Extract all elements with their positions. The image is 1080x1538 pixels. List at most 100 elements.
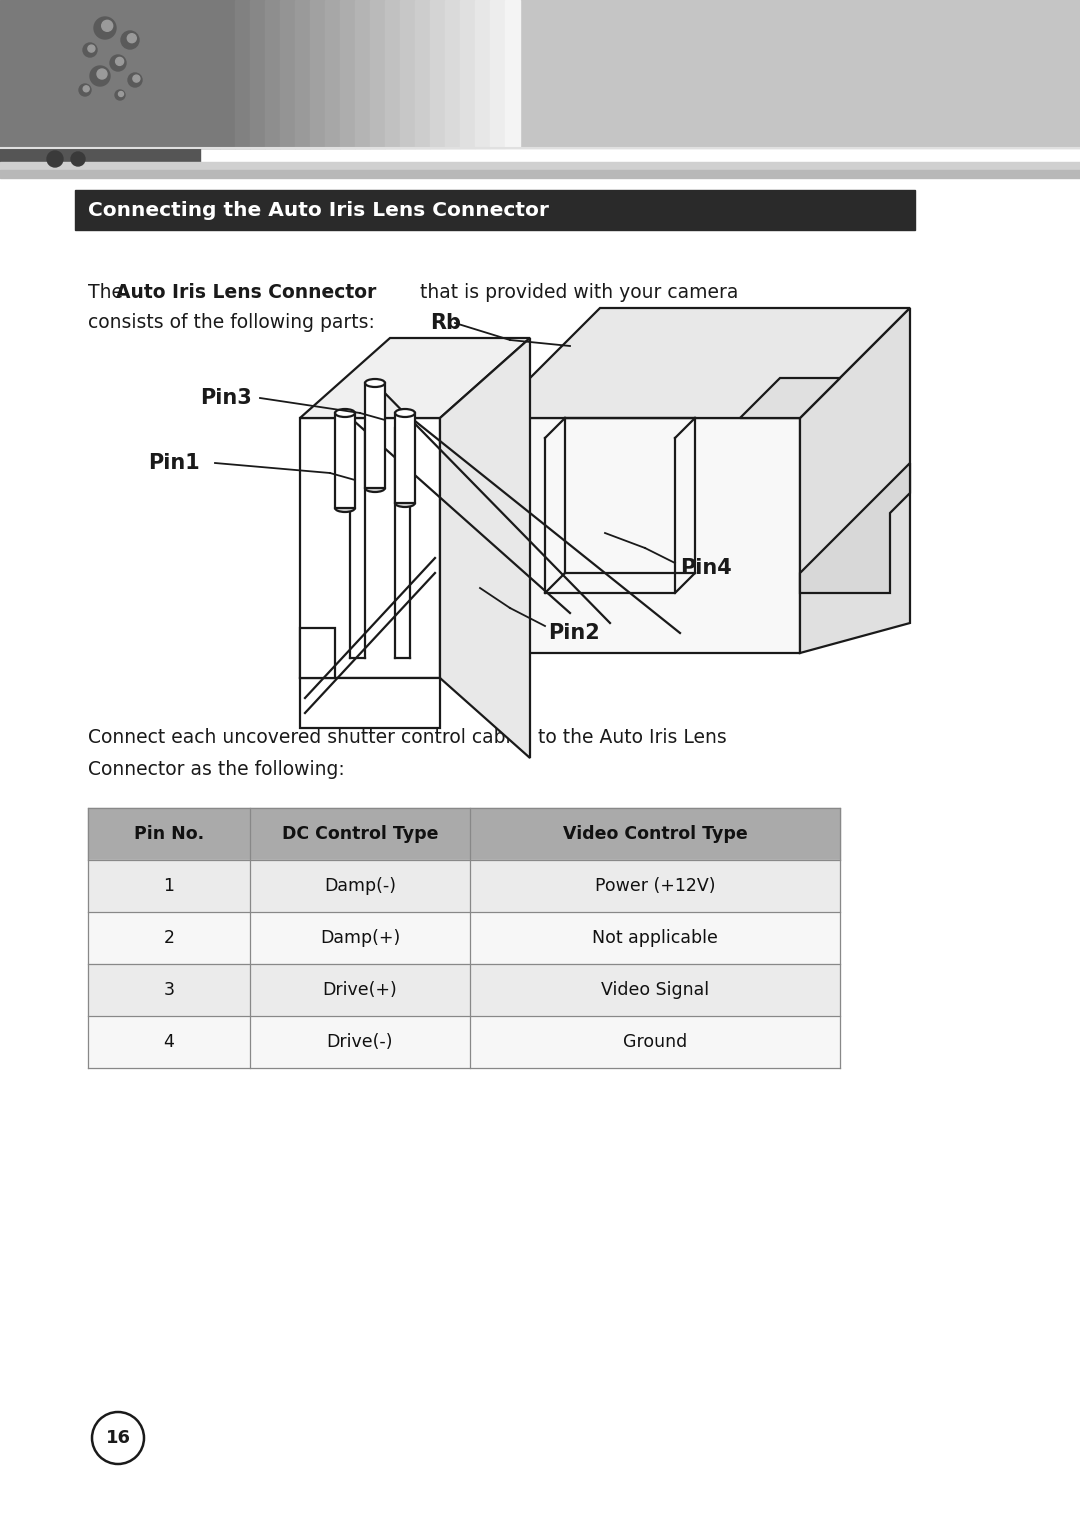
Bar [265,0,280,148]
Text: Pin4: Pin4 [680,558,732,578]
Polygon shape [490,418,800,654]
Polygon shape [440,338,530,758]
Bar [249,0,265,148]
Text: Pin1: Pin1 [148,454,200,474]
Bar [249,912,470,964]
Polygon shape [740,378,840,418]
Ellipse shape [335,409,355,417]
Polygon shape [300,338,530,418]
Bar [280,0,295,148]
Bar [470,964,840,1017]
Bar [87,964,249,1017]
Bar [355,0,370,148]
Circle shape [94,17,116,38]
Text: Damp(+): Damp(+) [320,929,400,947]
Bar [0,171,1080,178]
Circle shape [97,69,107,78]
Bar [220,0,235,148]
Bar [249,807,470,860]
Bar [430,0,445,148]
Circle shape [127,34,136,43]
Ellipse shape [395,498,415,508]
Circle shape [116,57,123,66]
Polygon shape [300,418,440,678]
Bar [249,860,470,912]
Circle shape [129,72,141,88]
Ellipse shape [365,378,384,388]
Bar [0,0,1080,148]
Bar [335,414,355,508]
Text: that is provided with your camera: that is provided with your camera [420,283,739,301]
Polygon shape [490,308,910,418]
Circle shape [48,151,63,168]
Bar [470,1017,840,1067]
Text: 4: 4 [163,1034,175,1050]
Bar [395,414,415,503]
Text: Pin2: Pin2 [548,623,599,643]
Bar [87,912,249,964]
Text: Rb: Rb [430,314,461,334]
Circle shape [119,91,123,97]
Text: Drive(+): Drive(+) [323,981,397,1000]
Text: Pin No.: Pin No. [134,824,204,843]
Bar [0,0,220,148]
Bar [470,912,840,964]
Bar [370,0,384,148]
Bar [505,0,519,148]
Text: Video Control Type: Video Control Type [563,824,747,843]
Ellipse shape [365,484,384,492]
Text: The: The [87,283,129,301]
Bar [0,161,1080,171]
Bar [470,860,840,912]
Bar [384,0,400,148]
Circle shape [102,20,112,31]
Text: Connect each uncovered shutter control cables to the Auto Iris Lens: Connect each uncovered shutter control c… [87,727,727,747]
Circle shape [83,43,97,57]
Bar [295,0,310,148]
Bar [87,1017,249,1067]
Bar [87,807,249,860]
Bar [75,191,915,231]
Text: Damp(-): Damp(-) [324,877,396,895]
Text: Pin3: Pin3 [200,388,252,408]
Circle shape [83,86,90,92]
Text: Connecting the Auto Iris Lens Connector: Connecting the Auto Iris Lens Connector [87,200,549,220]
Circle shape [79,85,91,95]
Text: 16: 16 [106,1429,131,1447]
Text: 2: 2 [163,929,175,947]
Bar [415,0,430,148]
Circle shape [71,152,85,166]
Text: Ground: Ground [623,1034,687,1050]
Text: Drive(-): Drive(-) [327,1034,393,1050]
Text: Video Signal: Video Signal [600,981,710,1000]
Bar [340,0,355,148]
Polygon shape [800,463,910,594]
Bar [400,0,415,148]
Bar [249,1017,470,1067]
Bar [490,0,505,148]
Bar [445,0,460,148]
Bar [310,0,325,148]
Bar [325,0,340,148]
Bar [475,0,490,148]
Bar [470,807,840,860]
Bar [235,0,249,148]
Text: 3: 3 [163,981,175,1000]
Text: Auto Iris Lens Connector: Auto Iris Lens Connector [116,283,376,301]
Bar [0,148,200,171]
Circle shape [110,55,126,71]
Text: Power (+12V): Power (+12V) [595,877,715,895]
Circle shape [114,91,125,100]
Circle shape [121,31,139,49]
Polygon shape [300,628,335,678]
Text: Connector as the following:: Connector as the following: [87,760,345,780]
Polygon shape [800,308,910,654]
Text: Not applicable: Not applicable [592,929,718,947]
Text: 1: 1 [163,877,175,895]
Text: consists of the following parts:: consists of the following parts: [87,314,375,332]
Polygon shape [300,678,440,727]
Bar [87,860,249,912]
Ellipse shape [335,504,355,512]
Circle shape [87,45,95,52]
Ellipse shape [395,409,415,417]
